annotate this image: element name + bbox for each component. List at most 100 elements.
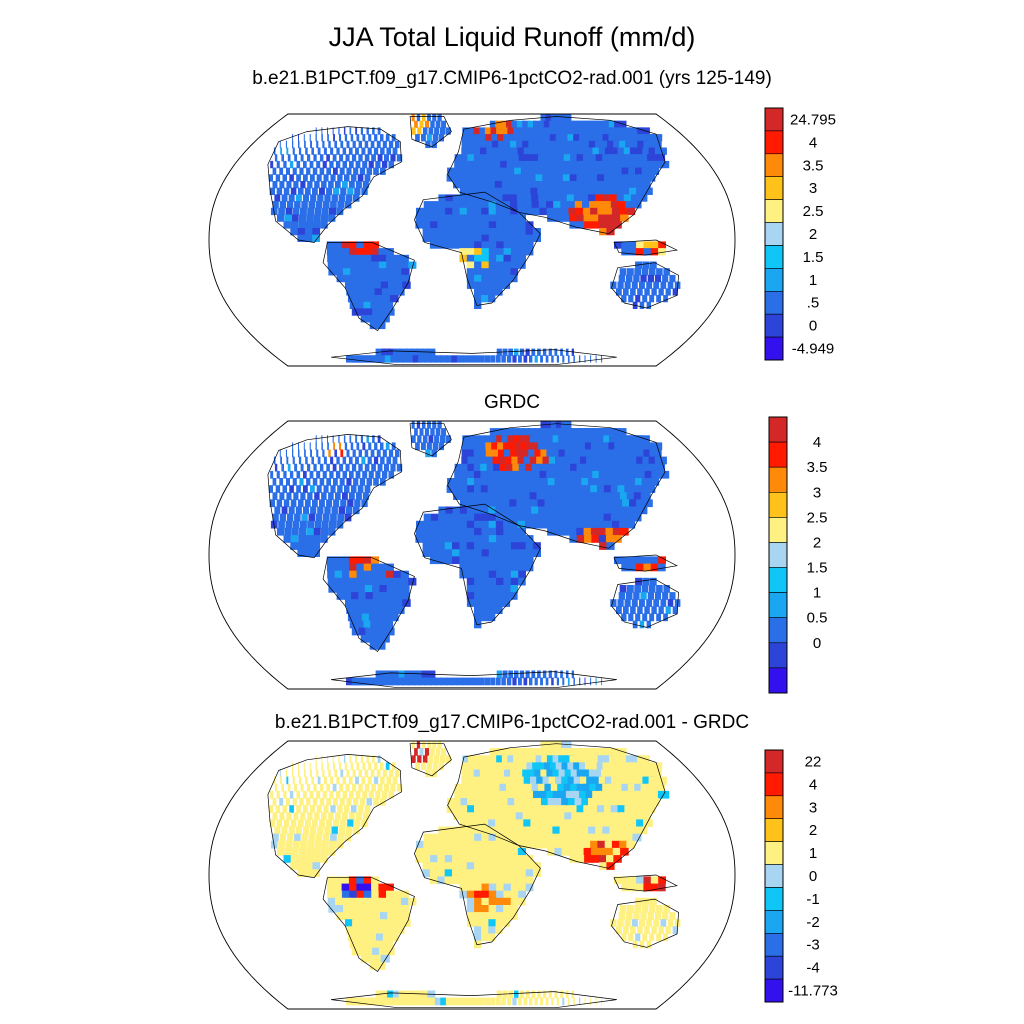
coastline-northAmerica [267, 434, 402, 559]
colorbar-swatch [764, 955, 784, 980]
colorbar-tick-label: 0 [809, 868, 817, 885]
colorbar-swatch [764, 268, 784, 292]
colorbar-tick-label: 0 [809, 318, 817, 335]
colorbar-swatch [768, 617, 788, 644]
coastline-africa [414, 503, 541, 626]
colorbar-swatch [768, 441, 788, 468]
colorbar-tick-label: -4.949 [792, 341, 835, 358]
map-frame [208, 113, 736, 367]
colorbar-swatch [768, 466, 788, 493]
figure-title: JJA Total Liquid Runoff (mm/d) [328, 22, 696, 52]
colorbar-swatch [764, 932, 784, 957]
colorbar-swatch [768, 667, 788, 694]
colorbar-tick-label: 1.5 [803, 249, 824, 266]
runoff-grid-cells [268, 421, 681, 686]
colorbar-3: 22 4 3 2 1 0 -1 -2 -3 -4 -11.773 [764, 749, 838, 1003]
coastline-eurasia [447, 423, 666, 549]
colorbar-tick-label: -2 [806, 914, 819, 931]
map-panel-1 [208, 113, 736, 367]
colorbar-tick-label: 1 [809, 272, 817, 289]
coastline-australia [611, 898, 679, 948]
colorbar-swatch [764, 107, 784, 132]
colorbar-tick-label: 3 [809, 799, 817, 816]
colorbar-tick-label: 1 [813, 585, 821, 602]
colorbar-swatch [764, 887, 784, 911]
colorbar-tick-label: 4 [809, 776, 817, 793]
colorbar-tick-label: 2 [809, 226, 817, 243]
coastline-southAmerica [322, 242, 415, 332]
colorbar-swatch [768, 642, 788, 669]
colorbar-swatch [764, 818, 784, 842]
colorbar-swatch [768, 542, 788, 568]
coastline-australia [611, 578, 679, 628]
coastline-antarctica [331, 991, 617, 1009]
colorbar-swatch [764, 841, 784, 865]
colorbar-tick-label: -11.773 [788, 983, 838, 1000]
colorbar-tick-label: -3 [806, 937, 819, 954]
colorbar-swatch [764, 130, 784, 155]
colorbar-swatch [764, 864, 784, 888]
colorbar-tick-label: .5 [807, 295, 820, 312]
colorbar-tick-label: -4 [806, 960, 819, 977]
colorbar-swatch [764, 313, 784, 338]
coastline-greenland [409, 116, 452, 148]
colorbar-tick-label: 4 [809, 134, 817, 151]
colorbar-swatch [764, 910, 784, 934]
colorbar-tick-label: 1.5 [807, 560, 828, 577]
coastline-eurasia [447, 743, 666, 869]
panel-3-title: b.e21.B1PCT.f09_g17.CMIP6-1pctCO2-rad.00… [274, 712, 750, 733]
runoff-grid-cells [268, 114, 681, 363]
colorbar-tick-label: 3.5 [803, 157, 824, 174]
colorbar-tick-label: 3 [809, 180, 817, 197]
colorbar-swatch [764, 978, 784, 1003]
colorbar-tick-label: 4 [813, 434, 821, 451]
coastline-northAmerica [267, 754, 402, 879]
coastline-seAsiaIslands [613, 239, 679, 256]
colorbar-swatch [768, 416, 788, 443]
colorbar-swatch [764, 222, 784, 246]
colorbar-tick-label: 2 [809, 822, 817, 839]
colorbar-tick-label: 1 [809, 845, 817, 862]
coastline-australia [611, 262, 679, 309]
colorbar-tick-label: 0 [813, 635, 821, 652]
colorbar-tick-label: 2.5 [803, 203, 824, 220]
colorbar-tick-label: 22 [805, 754, 822, 771]
map-frame [208, 740, 736, 1010]
map-panel-2 [208, 420, 736, 690]
coastline-seAsiaIslands [613, 874, 678, 892]
panel-1-title: b.e21.B1PCT.f09_g17.CMIP6-1pctCO2-rad.00… [252, 68, 772, 89]
colorbar-2: 4 3.5 3 2.5 2 1.5 1 0.5 0 [768, 416, 828, 694]
coastline-eurasia [447, 116, 666, 235]
colorbar-swatch [764, 772, 784, 797]
coastline-africa [414, 823, 541, 946]
colorbar-tick-label: -1 [806, 891, 819, 908]
colorbar-tick-label: 3.5 [807, 459, 828, 476]
colorbar-tick-label: 3 [813, 484, 821, 501]
coastline-northAmerica [267, 126, 402, 243]
panel-2-title: GRDC [484, 392, 540, 413]
coastline-southAmerica [322, 557, 415, 653]
colorbar-tick-label: 0.5 [807, 610, 828, 627]
colorbar-swatch [768, 567, 788, 593]
colorbar-swatch [764, 199, 784, 223]
colorbar-swatch [764, 795, 784, 819]
coastline-africa [414, 191, 541, 306]
map-frame [208, 420, 736, 690]
coastline-seAsiaIslands [613, 554, 678, 572]
coastline-antarctica [331, 349, 617, 366]
runoff-grid-cells [268, 741, 681, 1006]
coastline-greenland [409, 743, 452, 777]
colorbar-swatch [764, 336, 784, 361]
colorbar-swatch [764, 153, 784, 178]
colorbar-swatch [768, 592, 788, 618]
coastline-greenland [409, 423, 452, 457]
colorbar-tick-label: 24.795 [790, 112, 836, 129]
colorbar-tick-label: 2.5 [807, 509, 828, 526]
colorbar-tick-label: 2 [813, 535, 821, 552]
colorbar-swatch [768, 491, 788, 518]
coastline-southAmerica [322, 877, 415, 973]
colorbar-swatch [768, 517, 788, 543]
colorbar-swatch [764, 245, 784, 269]
colorbar-swatch [764, 176, 784, 200]
